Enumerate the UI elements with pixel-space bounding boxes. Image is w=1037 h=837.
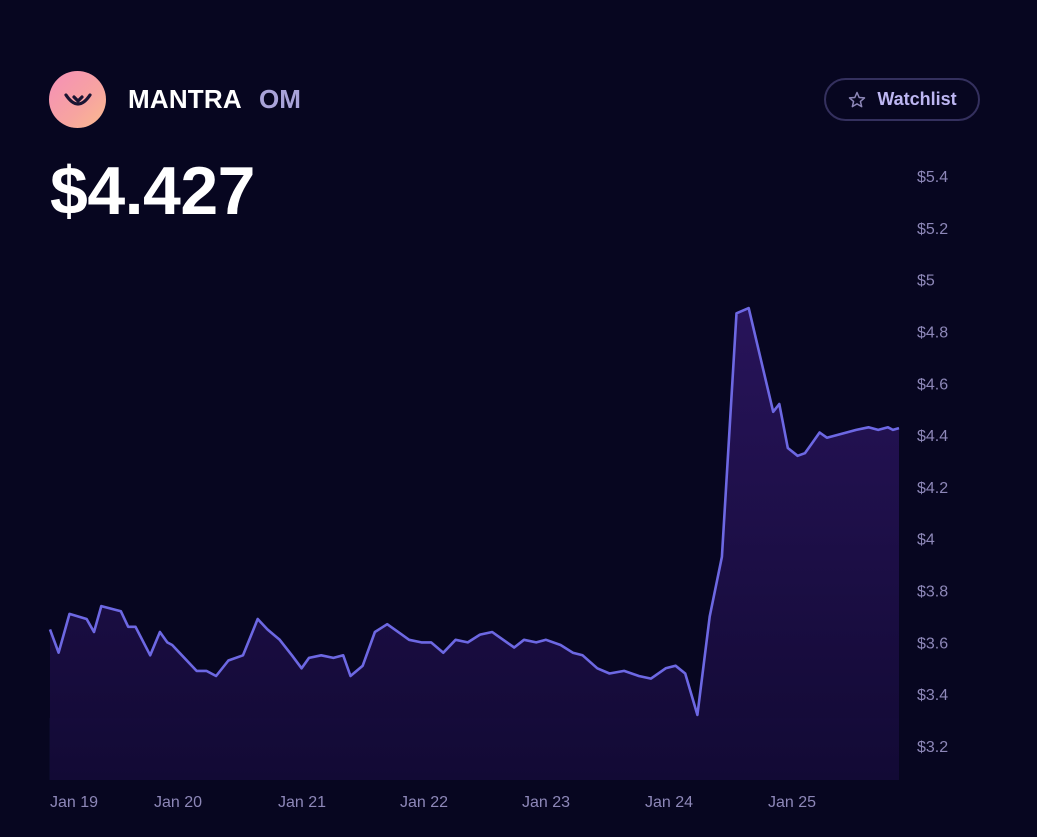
y-tick-label: $3.2	[917, 739, 948, 756]
y-tick-label: $5.2	[917, 221, 948, 238]
y-tick-label: $3.4	[917, 687, 948, 704]
y-tick-label: $5.4	[917, 169, 948, 186]
x-tick-label: Jan 20	[154, 794, 202, 811]
x-tick-label: Jan 25	[768, 794, 816, 811]
y-tick-label: $4.8	[917, 324, 948, 341]
x-tick-label: Jan 21	[278, 794, 326, 811]
x-tick-label: Jan 23	[522, 794, 570, 811]
mantra-logo-glyph	[63, 92, 92, 106]
price-area-fill	[50, 308, 899, 780]
token-name: MANTRA	[128, 84, 242, 114]
y-tick-label: $3.6	[917, 635, 948, 652]
watchlist-button[interactable]: Watchlist	[824, 78, 980, 121]
y-tick-label: $4.2	[917, 480, 948, 497]
y-tick-label: $4.6	[917, 376, 948, 393]
y-tick-label: $3.8	[917, 584, 948, 601]
current-price: $4.427	[50, 153, 255, 229]
price-line	[48, 306, 900, 717]
x-tick-label: Jan 19	[50, 794, 98, 811]
y-tick-label: $4.4	[917, 428, 948, 445]
x-tick-label: Jan 22	[400, 794, 448, 811]
watchlist-label: Watchlist	[877, 89, 957, 109]
token-symbol: OM	[259, 84, 301, 114]
x-tick-label: Jan 24	[645, 794, 693, 811]
y-tick-label: $4	[917, 532, 935, 549]
star-icon	[847, 90, 867, 110]
mantra-logo-icon	[49, 71, 106, 128]
y-tick-label: $5	[917, 273, 935, 290]
